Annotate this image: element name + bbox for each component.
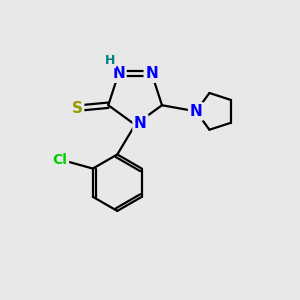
Text: N: N [134,116,147,131]
Text: N: N [112,66,125,81]
Text: Cl: Cl [53,153,68,167]
Text: S: S [72,101,83,116]
Text: N: N [146,66,158,81]
Text: H: H [104,54,115,67]
Text: N: N [190,104,202,119]
